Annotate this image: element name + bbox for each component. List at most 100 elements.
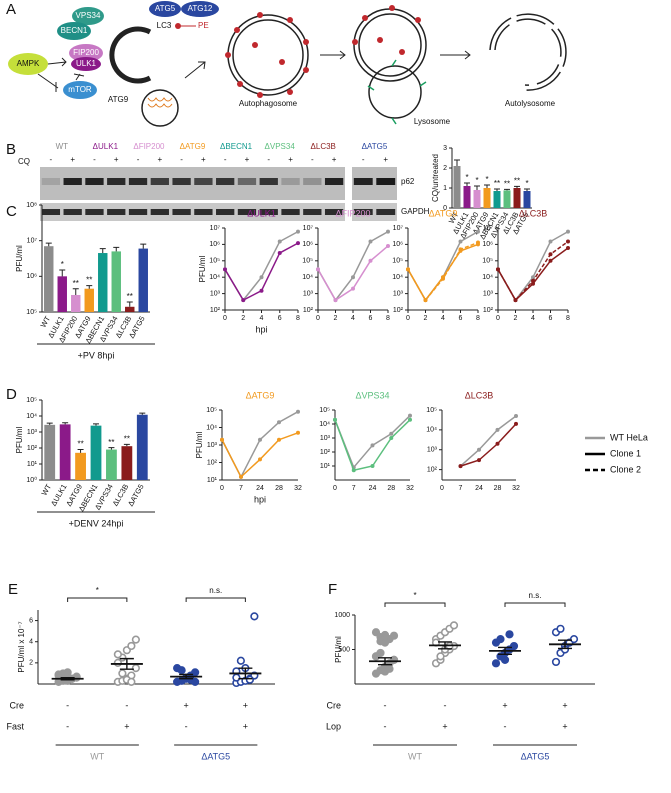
point — [476, 229, 480, 234]
y-axis-label: PFU/ml — [195, 431, 204, 458]
error-bar — [123, 443, 130, 447]
y-tick-label: 10² — [427, 466, 438, 473]
lane-header: ΔATG9 — [180, 142, 206, 151]
protein — [72, 7, 104, 25]
band — [281, 209, 300, 215]
row-value: - — [384, 721, 387, 731]
error-bar — [504, 188, 510, 191]
error-bar — [484, 184, 490, 188]
row-value: + — [183, 700, 188, 710]
point — [333, 298, 338, 303]
series-line — [407, 241, 479, 302]
band — [63, 178, 82, 185]
error-bar — [139, 412, 146, 415]
point — [441, 276, 445, 281]
legend-label: Clone 1 — [610, 448, 641, 458]
point — [449, 621, 459, 630]
point — [232, 673, 241, 682]
group-label: ΔATG5 — [521, 751, 550, 761]
arrow — [320, 50, 346, 60]
sem — [60, 676, 75, 681]
protein-label: LC3 — [157, 21, 172, 30]
row-value: - — [125, 700, 128, 710]
point — [371, 628, 381, 637]
band-label: p62 — [401, 177, 415, 186]
row-value: + — [124, 721, 129, 731]
point — [408, 417, 412, 422]
point — [389, 631, 399, 640]
blot-strip — [40, 203, 345, 221]
band — [172, 209, 191, 215]
error-bar — [454, 159, 460, 166]
bar — [136, 414, 148, 480]
point — [316, 267, 320, 272]
point — [277, 239, 282, 244]
sem — [179, 673, 194, 680]
arrow — [184, 61, 206, 79]
pathway-diagram: VPS34 BECN1 FIP200 ULK1 AMPK mTOR ATG9 A… — [8, 1, 567, 127]
treatment-sign: - — [311, 155, 314, 164]
series-line — [407, 230, 479, 302]
point — [569, 635, 579, 644]
point — [371, 652, 381, 661]
protein — [57, 22, 91, 40]
row-value: + — [502, 700, 507, 710]
band — [85, 209, 104, 215]
point — [296, 409, 300, 414]
error-bar — [45, 242, 52, 247]
point — [514, 413, 518, 418]
treatment-sign: + — [201, 155, 206, 164]
inhibit — [73, 73, 85, 81]
y-tick-label: 10⁴ — [206, 424, 217, 431]
point — [370, 443, 375, 448]
y-tick-label: 10⁶ — [392, 241, 403, 248]
y-tick-label: 2 — [443, 165, 447, 172]
point — [236, 656, 245, 665]
significance: ** — [514, 177, 520, 186]
chart-title: ΔULK1 — [247, 208, 276, 218]
significance: ** — [504, 180, 510, 189]
arrow — [47, 57, 67, 67]
y-tick-label: 10⁷ — [303, 225, 314, 232]
y-tick-label: 1 — [443, 185, 447, 192]
chart-title: ΔFIP200 — [335, 208, 370, 218]
bar — [90, 425, 102, 480]
protein — [71, 57, 101, 71]
row-value: + — [243, 700, 248, 710]
panel-label: B — [6, 141, 16, 158]
point — [495, 427, 500, 432]
group-label: ΔATG5 — [201, 751, 230, 761]
significance: * — [465, 173, 468, 182]
error-bar — [126, 301, 133, 307]
x-tick-label: 0 — [316, 315, 320, 322]
protein-label: ATG12 — [188, 4, 213, 13]
band — [376, 209, 396, 215]
x-axis-label: +PV 8hpi — [78, 350, 115, 360]
error-bar — [113, 246, 120, 252]
y-tick-label: 10¹ — [207, 477, 218, 484]
lc3-dots — [225, 12, 309, 98]
series-line — [497, 230, 569, 302]
point — [118, 669, 127, 678]
y-tick-label: 10⁷ — [393, 225, 404, 232]
panel-label: A — [6, 1, 16, 18]
treatment-sign: + — [157, 155, 162, 164]
point — [531, 278, 535, 283]
y-tick-label: 10⁴ — [426, 427, 437, 434]
y-tick-label: 4 — [29, 639, 33, 646]
x-tick-label: 4 — [531, 315, 535, 322]
chart-title: ΔATG9 — [429, 208, 458, 218]
point — [495, 441, 500, 446]
error-bar — [474, 185, 480, 190]
row-value: - — [384, 700, 387, 710]
point — [380, 630, 390, 640]
x-tick-label: 32 — [512, 485, 520, 492]
series-line — [221, 411, 299, 479]
treatment-sign: - — [180, 155, 183, 164]
error-bar — [72, 288, 79, 295]
x-tick-label: 32 — [406, 485, 414, 492]
x-axis-label: hpi — [254, 494, 266, 504]
error-bar — [494, 188, 500, 191]
y-tick-label: 10⁶ — [302, 241, 313, 248]
y-tick-label: 10³ — [207, 442, 218, 449]
